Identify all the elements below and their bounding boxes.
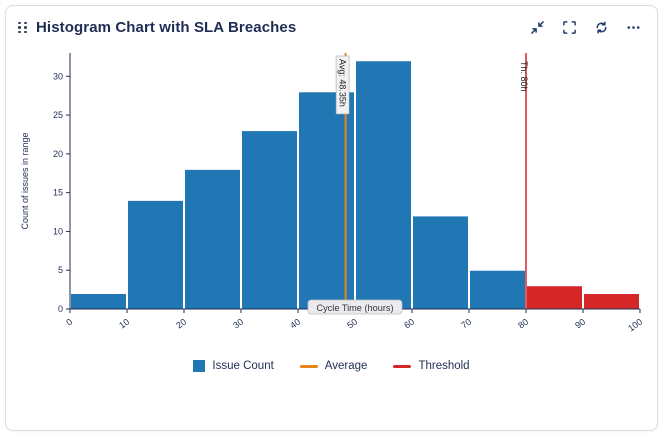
panel-title: Histogram Chart with SLA Breaches: [36, 19, 297, 36]
drag-handle-icon[interactable]: [18, 21, 27, 34]
svg-text:Avg: 48.35h: Avg: 48.35h: [338, 59, 348, 107]
histogram-bar[interactable]: [241, 130, 298, 310]
y-tick-label: 15: [53, 188, 63, 198]
histogram-bar[interactable]: [526, 285, 583, 310]
panel-header: Histogram Chart with SLA Breaches: [6, 6, 657, 37]
fullscreen-button[interactable]: [560, 18, 579, 37]
compress-button[interactable]: [528, 18, 547, 37]
more-options-button[interactable]: [624, 18, 643, 37]
y-axis-title: Count of issues in range: [20, 132, 30, 229]
histogram-chart[interactable]: 0 10 20 30 40 50 60 70 80 90 100 0 5 10 15 20 25 30 Count …: [6, 37, 657, 358]
histogram-bar[interactable]: [583, 292, 640, 310]
svg-text:Th: 80h: Th: 80h: [519, 61, 529, 92]
panel-actions: [528, 18, 643, 37]
x-tick-label: 30: [231, 317, 245, 331]
legend: Issue Count Average Threshold: [6, 360, 657, 372]
x-tick-label: 100: [626, 317, 644, 334]
refresh-icon: [596, 21, 607, 34]
x-axis-title-badge: Cycle Time (hours): [307, 299, 403, 315]
compress-icon: [531, 21, 544, 34]
histogram-bar[interactable]: [70, 292, 127, 310]
x-tick-label: 90: [573, 317, 587, 331]
panel-card: Histogram Chart with SLA Breaches: [5, 5, 658, 431]
refresh-button[interactable]: [592, 18, 611, 37]
more-options-icon: [627, 26, 640, 29]
svg-text:Cycle Time (hours): Cycle Time (hours): [316, 303, 393, 313]
x-tick-label: 10: [117, 317, 131, 331]
average-line-label: Avg: 48.35h: [335, 55, 350, 115]
y-tick-label: 10: [53, 226, 63, 236]
legend-label: Issue Count: [212, 360, 274, 372]
threshold-line-label: Th: 80h: [519, 61, 529, 92]
y-tick-label: 0: [58, 304, 63, 314]
legend-label: Threshold: [418, 360, 470, 372]
y-tick-label: 5: [58, 265, 63, 275]
x-tick-label: 0: [64, 317, 74, 328]
y-tick-label: 25: [53, 110, 63, 120]
fullscreen-icon: [563, 21, 576, 34]
x-tick-label: 20: [174, 317, 188, 331]
legend-item-average[interactable]: Average: [299, 360, 368, 372]
x-tick-label: 70: [459, 317, 473, 331]
x-tick-label: 60: [402, 317, 416, 331]
legend-swatch-icon: [299, 364, 318, 368]
legend-swatch-icon: [393, 364, 412, 368]
legend-swatch-icon: [193, 360, 206, 372]
histogram-bar[interactable]: [469, 269, 526, 310]
legend-item-threshold[interactable]: Threshold: [393, 360, 470, 372]
histogram-bar[interactable]: [184, 168, 241, 310]
x-tick-label: 50: [345, 317, 359, 331]
x-tick-label: 40: [288, 317, 302, 331]
legend-item-issue-count[interactable]: Issue Count: [193, 360, 274, 372]
legend-label: Average: [324, 360, 368, 372]
histogram-bar[interactable]: [127, 199, 184, 310]
histogram-bar[interactable]: [412, 215, 469, 310]
x-tick-label: 80: [516, 317, 530, 331]
y-tick-label: 20: [53, 149, 63, 159]
histogram-bar[interactable]: [355, 60, 412, 310]
y-tick-label: 30: [53, 71, 63, 81]
